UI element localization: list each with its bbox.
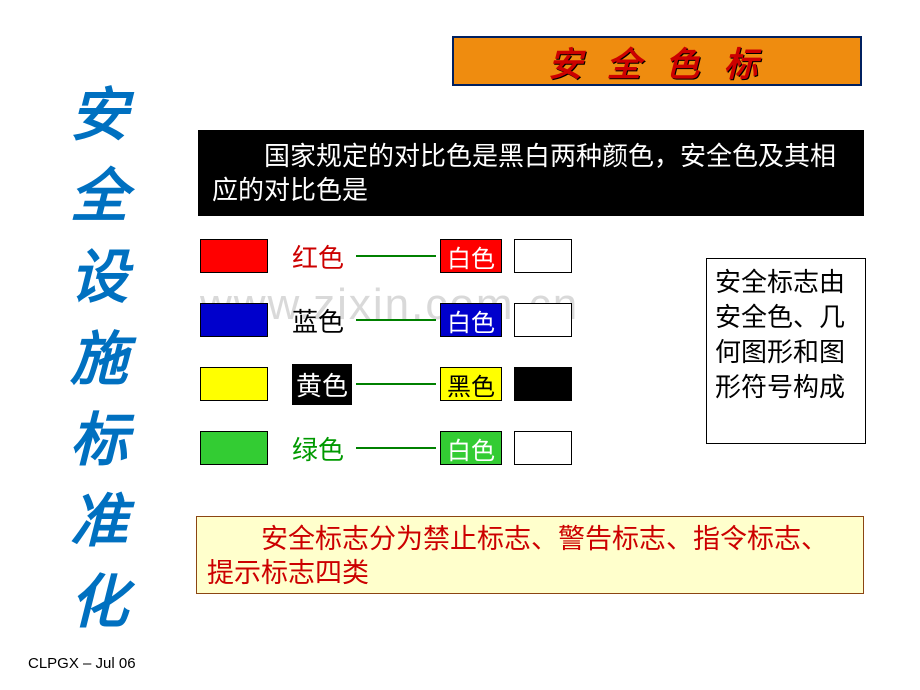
contrast-swatch [514,303,572,337]
color-swatch [200,367,268,401]
contrast-swatch [514,431,572,465]
contrast-label-swatch: 白色 [440,431,502,465]
contrast-label-swatch: 黑色 [440,367,502,401]
contrast-label-swatch: 白色 [440,239,502,273]
intro-text: 国家规定的对比色是黑白两种颜色，安全色及其相应的对比色是 [212,142,836,205]
contrast-label-swatch: 白色 [440,303,502,337]
color-row: 黄色 黑色 [200,364,572,404]
vertical-title-char: 安 [70,75,128,156]
vertical-title-char: 设 [70,237,128,318]
color-row: 红色 白色 [200,236,572,276]
info-box: 安全标志由安全色、几何图形和图形符号构成 [706,258,866,444]
connector-line [356,255,436,257]
header-text: 安 全 色 标 [548,37,766,86]
contrast-swatch [514,367,572,401]
footer-text: CLPGX – Jul 06 [28,655,136,672]
header-box: 安 全 色 标 [452,36,862,86]
vertical-title-char: 化 [70,562,128,643]
bottom-box: 安全标志分为禁止标志、警告标志、指令标志、提示标志四类 [196,516,864,594]
vertical-title-char: 准 [70,481,128,562]
bottom-text: 安全标志分为禁止标志、警告标志、指令标志、提示标志四类 [207,524,828,588]
vertical-title-char: 施 [70,319,128,400]
connector-line [356,319,436,321]
color-label: 蓝色 [292,302,352,339]
color-swatch [200,239,268,273]
vertical-title-char: 全 [70,156,128,237]
color-label: 红色 [292,238,352,275]
color-swatch [200,431,268,465]
color-swatch [200,303,268,337]
color-rows: 红色白色蓝色白色黄色黑色绿色白色 [200,236,572,492]
color-label: 黄色 [292,364,352,405]
contrast-swatch [514,239,572,273]
vertical-title-char: 标 [70,400,128,481]
color-label: 绿色 [292,430,352,467]
connector-line [356,447,436,449]
vertical-title: 安全设施标准化 [70,75,128,643]
intro-text-box: 国家规定的对比色是黑白两种颜色，安全色及其相应的对比色是 [198,130,864,216]
color-row: 蓝色 白色 [200,300,572,340]
connector-line [356,383,436,385]
color-row: 绿色 白色 [200,428,572,468]
